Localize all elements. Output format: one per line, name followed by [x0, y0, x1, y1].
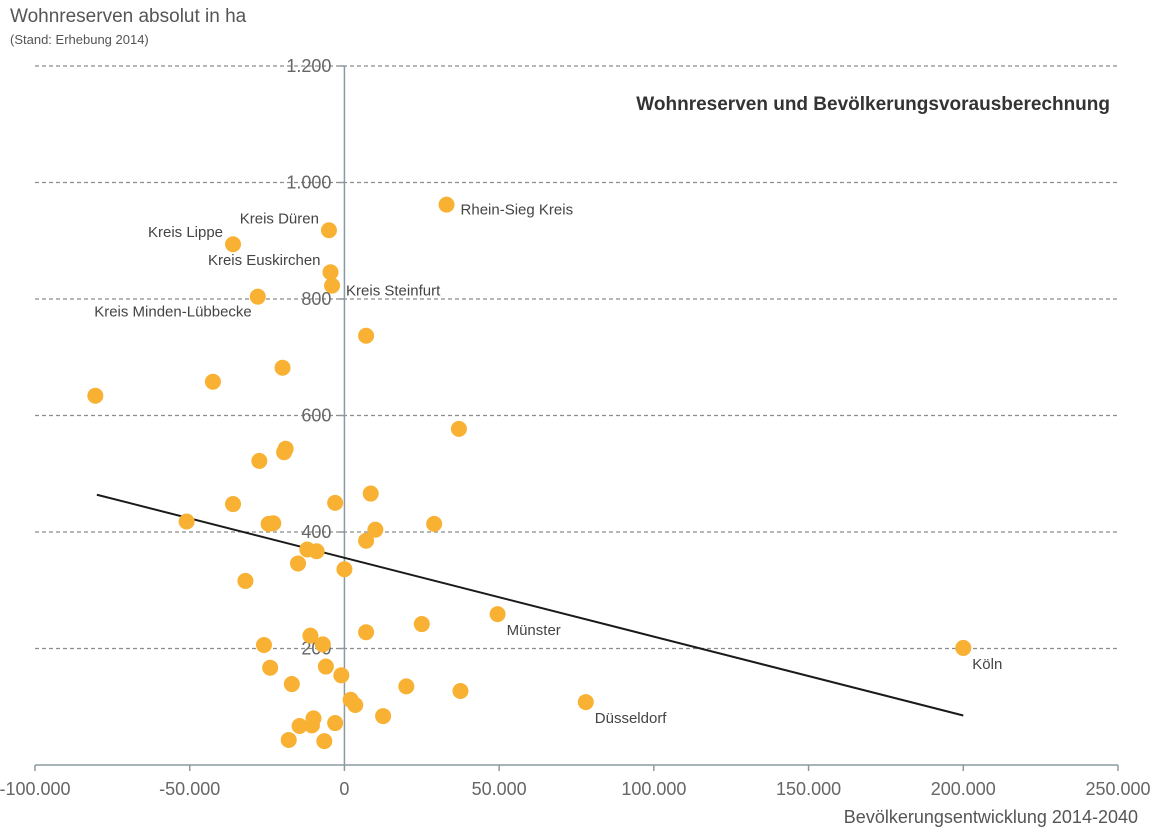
data-point [255, 637, 272, 654]
data-point [413, 616, 430, 633]
data-label: Düsseldorf [595, 710, 668, 727]
data-point [178, 513, 195, 530]
data-point [336, 561, 353, 578]
data-point [249, 288, 266, 305]
y-tick-label: 600 [301, 406, 331, 426]
y-axis-title: Wohnreserven absolut in ha [10, 6, 247, 27]
y-tick-label: 1.000 [286, 173, 331, 193]
data-point [290, 555, 307, 572]
data-point [452, 683, 469, 700]
data-label: Rhein-Sieg Kreis [461, 202, 574, 219]
data-point [347, 697, 364, 714]
data-point [358, 327, 375, 344]
data-points [87, 196, 972, 750]
y-tick-label: 800 [301, 289, 331, 309]
data-point [314, 636, 331, 653]
data-point [358, 532, 375, 549]
x-tick-label: 150.000 [776, 779, 841, 799]
x-tick-label: 0 [339, 779, 349, 799]
data-point [955, 639, 972, 656]
data-point [317, 658, 334, 675]
data-point [204, 373, 221, 390]
data-point [262, 659, 279, 676]
data-point [303, 717, 320, 734]
chart-title: Wohnreserven und Bevölkerungsvorausberec… [636, 94, 1110, 115]
data-point [291, 717, 308, 734]
data-point [426, 515, 443, 532]
axes [34, 65, 1119, 771]
x-tick-label: 200.000 [931, 779, 996, 799]
data-point [87, 387, 104, 404]
data-point [320, 222, 337, 239]
point-labels: Rhein-Sieg Kreis Kreis Düren Kreis Lippe Kr… [94, 202, 1002, 727]
data-point [362, 485, 379, 502]
data-point [450, 420, 467, 437]
data-point [375, 708, 392, 725]
data-point [316, 733, 333, 750]
x-tick-label: 100.000 [621, 779, 686, 799]
y-tick-label: 1.200 [286, 56, 331, 76]
data-label: Köln [972, 656, 1002, 673]
data-label: Münster [507, 622, 561, 639]
gridlines [35, 65, 1118, 650]
data-point [225, 496, 242, 513]
data-label: Kreis Steinfurt [346, 283, 441, 300]
data-label: Kreis Düren [240, 210, 319, 227]
data-point [398, 678, 415, 695]
data-point [324, 277, 341, 294]
data-point [322, 264, 339, 281]
y-axis-subtitle: (Stand: Erhebung 2014) [10, 32, 149, 47]
x-tick-label: 50.000 [472, 779, 527, 799]
data-point [274, 359, 291, 376]
x-tick-label: 250.000 [1085, 779, 1150, 799]
data-point [251, 452, 268, 469]
data-point [280, 731, 297, 748]
data-point [308, 543, 325, 560]
data-point [327, 494, 344, 511]
x-tick-label: -50.000 [159, 779, 220, 799]
data-point [358, 624, 375, 641]
data-point [333, 667, 350, 684]
data-point [225, 236, 242, 253]
data-point [489, 606, 506, 623]
data-label: Kreis Minden-Lübbecke [94, 304, 252, 321]
trendline [96, 493, 964, 717]
data-point [577, 694, 594, 711]
data-point [283, 676, 300, 693]
x-axis-title: Bevölkerungsentwicklung 2014-2040 [843, 807, 1138, 827]
y-tick-label: 400 [301, 522, 331, 542]
data-point [438, 196, 455, 213]
data-point [327, 715, 344, 732]
data-point [237, 572, 254, 589]
data-label: Kreis Lippe [148, 224, 223, 241]
data-point [276, 444, 293, 461]
data-label: Kreis Euskirchen [208, 252, 321, 269]
x-tick-label: -100.000 [0, 779, 71, 799]
data-point [302, 627, 319, 644]
data-point [265, 515, 282, 532]
tick-labels: 2004006008001.0001.200-100.000-50.000050… [0, 56, 1151, 799]
data-point [367, 521, 384, 538]
trendline-layer [96, 493, 964, 717]
